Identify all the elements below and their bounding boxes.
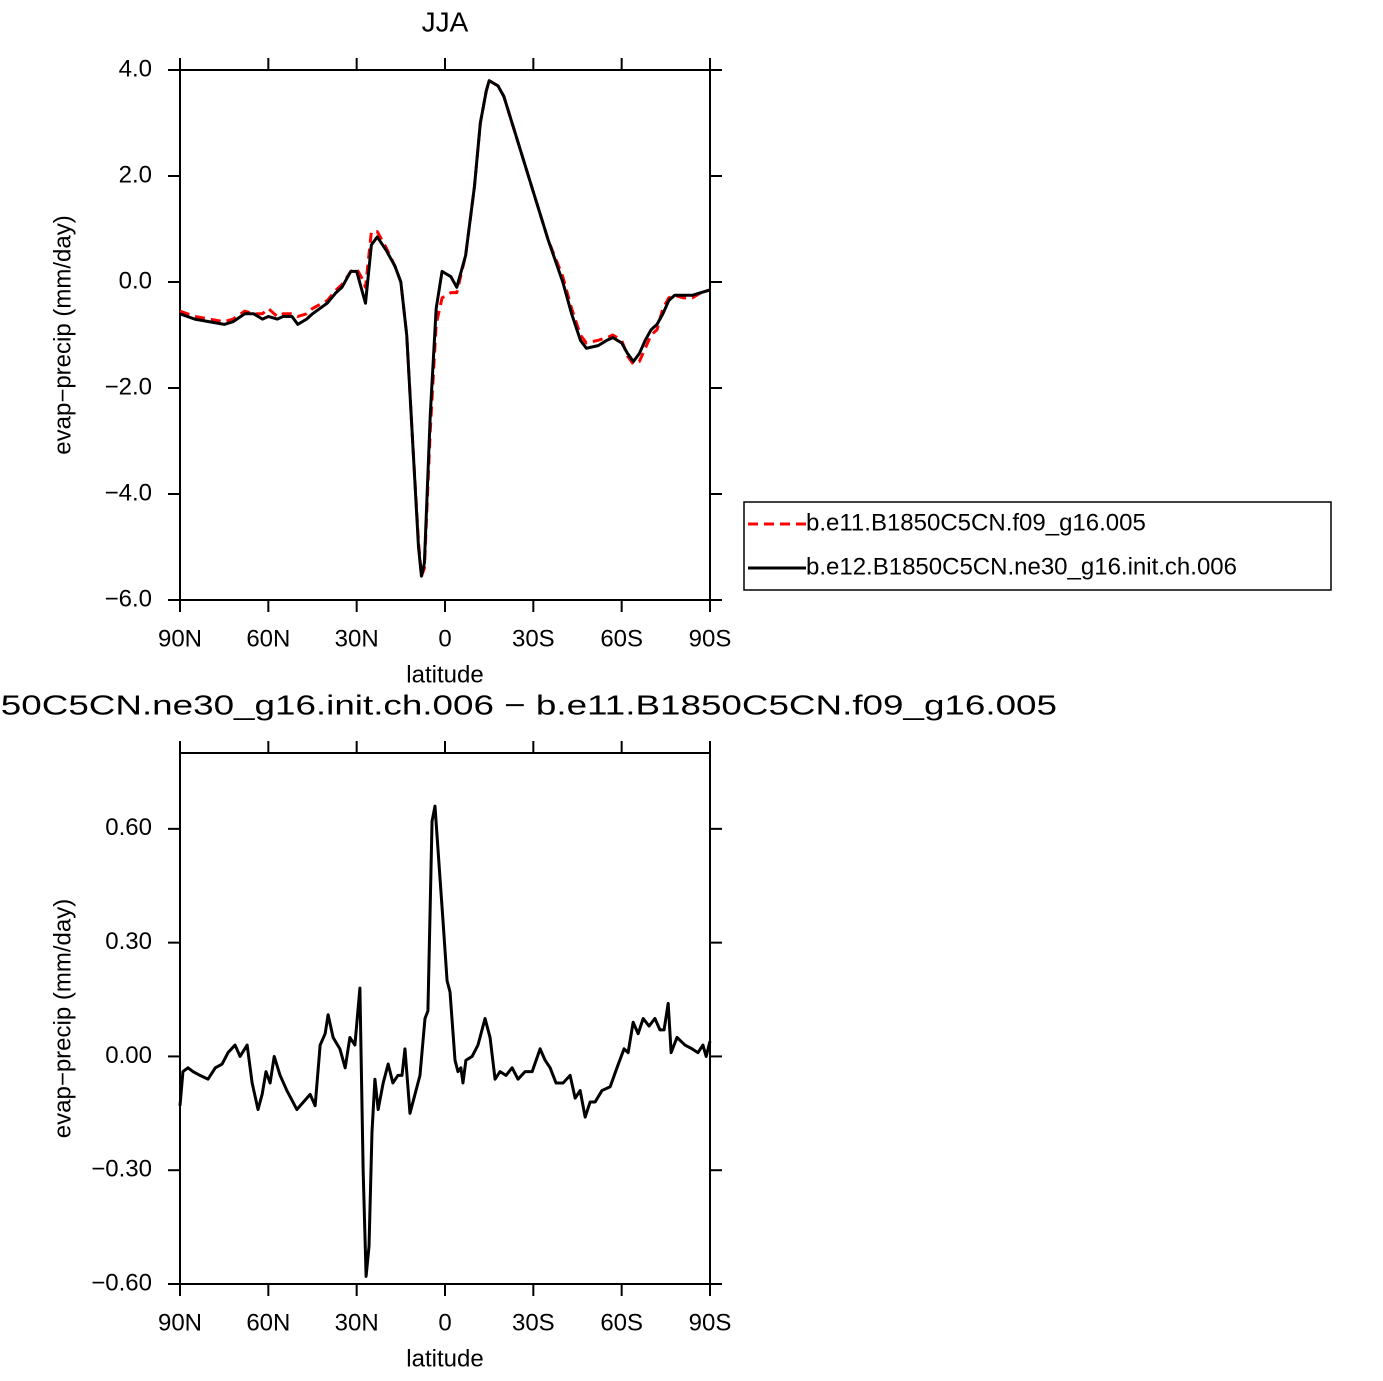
y-tick-label: −4.0	[105, 479, 152, 506]
x-tick-label: 30S	[512, 1309, 555, 1336]
y-tick-label: 0.0	[119, 267, 152, 294]
plot-frame	[179, 69, 711, 601]
x-axis-label: latitude	[406, 1345, 483, 1372]
x-tick-label: 90S	[689, 1309, 732, 1336]
x-tick-label: 90S	[689, 625, 732, 652]
y-tick-label: −6.0	[105, 585, 152, 612]
x-tick-label: 0	[438, 625, 451, 652]
x-tick-label: 60S	[600, 625, 643, 652]
legend-label: b.e12.B1850C5CN.ne30_g16.init.ch.006	[806, 553, 1237, 580]
chart-title: b.e12.B1850C5CN.ne30_g16.init.ch.006 − b…	[0, 689, 1057, 720]
y-tick-label: 2.0	[119, 161, 152, 188]
y-tick-label: −0.30	[91, 1156, 152, 1183]
y-tick-label: 0.00	[105, 1042, 152, 1069]
legend-label: b.e11.B1850C5CN.f09_g16.005	[806, 509, 1146, 536]
x-tick-label: 30N	[335, 1309, 379, 1336]
x-tick-label: 60N	[246, 625, 290, 652]
legend-box	[743, 501, 1332, 591]
y-tick-label: 0.60	[105, 814, 152, 841]
x-tick-label: 0	[438, 1309, 451, 1336]
y-tick-label: 0.30	[105, 928, 152, 955]
y-tick-label: −2.0	[105, 373, 152, 400]
x-tick-label: 60S	[600, 1309, 643, 1336]
x-tick-label: 30S	[512, 625, 555, 652]
data-line	[179, 79, 711, 578]
chart-title: JJA	[422, 6, 469, 37]
plot-frame	[179, 752, 711, 1285]
data-line	[179, 79, 711, 578]
y-tick-label: −0.60	[91, 1269, 152, 1296]
y-axis-label: evap−precip (mm/day)	[49, 215, 76, 454]
x-tick-label: 90N	[158, 1309, 202, 1336]
y-tick-label: 4.0	[119, 55, 152, 82]
x-axis-label: latitude	[406, 661, 483, 688]
x-tick-label: 30N	[335, 625, 379, 652]
x-tick-label: 90N	[158, 625, 202, 652]
y-axis-label: evap−precip (mm/day)	[49, 899, 76, 1138]
data-line	[178, 804, 712, 1278]
x-tick-label: 60N	[246, 1309, 290, 1336]
